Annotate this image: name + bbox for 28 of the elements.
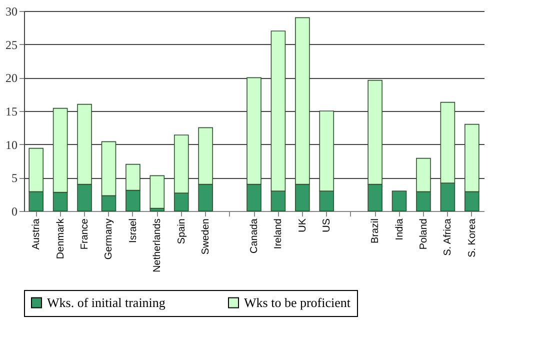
x-tick-label: Germany <box>104 218 115 260</box>
x-tick-label: India <box>394 218 406 240</box>
y-tick-label: 15 <box>6 104 18 118</box>
x-tick-label: Austria <box>31 218 42 250</box>
bar <box>392 190 407 212</box>
y-tick-label: 0 <box>12 204 18 218</box>
y-tick-label: 10 <box>6 138 18 152</box>
x-tick-label: Netherlands <box>152 218 164 272</box>
legend-label: Wks to be proficient <box>244 294 351 310</box>
x-tick-label: S. Africa <box>442 218 454 256</box>
x-tick-label: Israel <box>128 218 139 243</box>
x-tick-label: UK <box>297 218 308 232</box>
y-tick-label: 5 <box>12 171 18 186</box>
x-tick-label: Brazil <box>370 218 382 244</box>
x-tick-label: Denmark <box>55 218 66 260</box>
x-tick-label: Poland <box>418 218 430 250</box>
x-tick-label: Ireland <box>273 218 284 250</box>
y-tick-label: 25 <box>6 38 18 52</box>
x-tick-label: US <box>322 218 333 232</box>
x-tick-label: France <box>80 218 91 250</box>
x-tick-label: Sweden <box>200 218 212 255</box>
x-tick-label: Canada <box>249 218 260 254</box>
x-tick-label: S. Korea <box>466 218 478 258</box>
bar <box>150 175 165 209</box>
legend-label: Wks. of initial training <box>47 294 166 310</box>
y-tick-label: 20 <box>6 71 18 86</box>
x-tick-label: Spain <box>176 218 188 244</box>
y-tick-label: 30 <box>6 4 18 18</box>
